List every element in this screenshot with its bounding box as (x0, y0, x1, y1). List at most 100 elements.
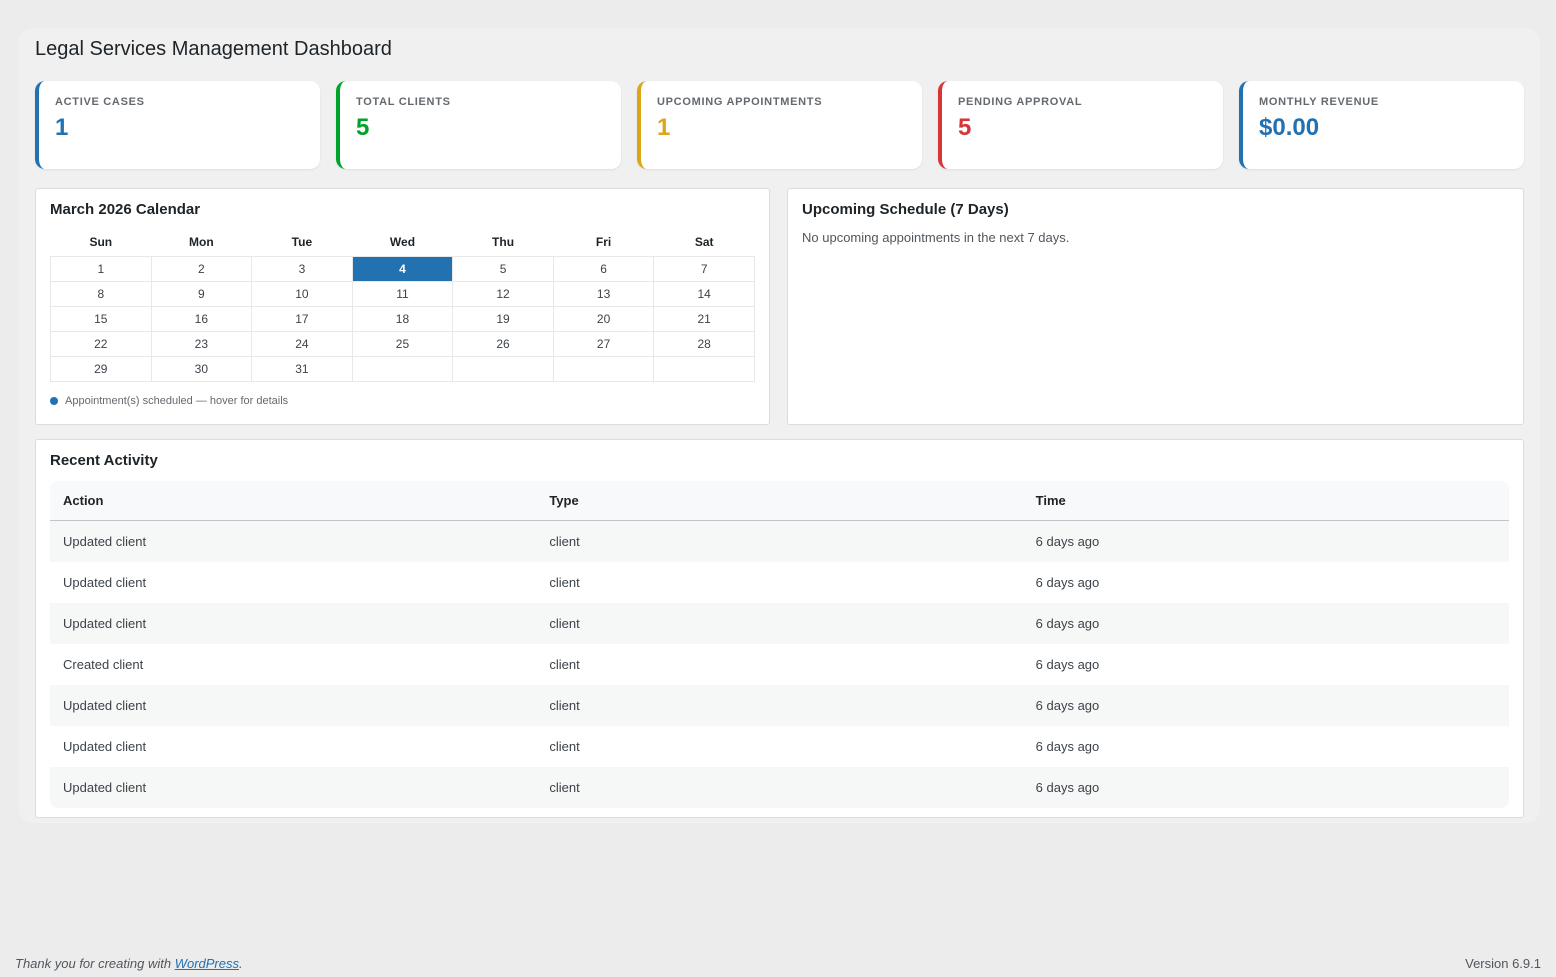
calendar-day-cell: 15 (50, 306, 152, 332)
stat-card-pending-approval: PENDING APPROVAL 5 (938, 81, 1223, 169)
activity-time: 6 days ago (1035, 616, 1100, 631)
stat-card-total-clients: TOTAL CLIENTS 5 (336, 81, 621, 169)
calendar-day-cell: 27 (552, 331, 655, 357)
calendar-panel: March 2026 Calendar Sun Mon Tue Wed Thu … (35, 188, 770, 425)
stat-label: PENDING APPROVAL (958, 96, 1083, 108)
calendar-day-cell (552, 356, 655, 382)
activity-action: Updated client (63, 780, 147, 795)
stat-card-upcoming-appointments: UPCOMING APPOINTMENTS 1 (637, 81, 922, 169)
calendar-day-cell: 7 (653, 256, 755, 282)
activity-title: Recent Activity (50, 452, 158, 469)
activity-type: client (549, 534, 580, 549)
calendar-week-row: 15 16 17 18 19 20 21 (50, 306, 755, 332)
calendar-title: March 2026 Calendar (50, 201, 201, 218)
dashboard-wrapper: Legal Services Management Dashboard ACTI… (19, 28, 1540, 823)
stat-label: ACTIVE CASES (55, 96, 145, 108)
activity-type: client (549, 698, 580, 713)
activity-time: 6 days ago (1035, 657, 1100, 672)
calendar-day-cell: 9 (150, 281, 253, 307)
schedule-empty-message: No upcoming appointments in the next 7 d… (802, 230, 1070, 245)
upcoming-schedule-panel: Upcoming Schedule (7 Days) No upcoming a… (787, 188, 1524, 425)
calendar-day-cell: 26 (452, 331, 554, 357)
activity-row: Updated client client 6 days ago (50, 520, 1509, 562)
recent-activity-panel: Recent Activity Action Type Time Updated… (35, 439, 1524, 818)
activity-table: Action Type Time Updated client client 6… (50, 481, 1509, 808)
activity-column-time: Time (1022, 481, 1509, 521)
activity-type: client (549, 657, 580, 672)
stats-row: ACTIVE CASES 1 TOTAL CLIENTS 5 UPCOMING … (35, 81, 1524, 169)
page-title: Legal Services Management Dashboard (35, 38, 392, 60)
stat-value: 1 (657, 114, 671, 141)
calendar-legend: Appointment(s) scheduled — hover for det… (50, 395, 755, 407)
stat-label: TOTAL CLIENTS (356, 96, 451, 108)
activity-type: client (549, 575, 580, 590)
activity-time: 6 days ago (1035, 534, 1100, 549)
activity-action: Updated client (63, 739, 147, 754)
calendar-week-row: 8 9 10 11 12 13 14 (50, 281, 755, 307)
stat-value: 5 (958, 114, 972, 141)
activity-row: Updated client client 6 days ago (50, 767, 1509, 808)
calendar-week-row: 29 30 31 (50, 356, 755, 382)
calendar-day-cell: 17 (251, 306, 353, 332)
calendar-day-cell: 1 (50, 256, 152, 282)
calendar-week-row: 22 23 24 25 26 27 28 (50, 331, 755, 357)
stat-value: $0.00 (1259, 114, 1320, 141)
schedule-title: Upcoming Schedule (7 Days) (802, 201, 1009, 218)
calendar-weekday: Mon (189, 235, 214, 249)
stat-value: 5 (356, 114, 370, 141)
activity-action: Updated client (63, 575, 147, 590)
calendar-day-cell: 24 (251, 331, 353, 357)
activity-time: 6 days ago (1035, 698, 1100, 713)
calendar-weekday: Sun (89, 235, 113, 249)
activity-time: 6 days ago (1035, 575, 1100, 590)
calendar-day-cell: 16 (150, 306, 253, 332)
calendar-day-cell: 13 (552, 281, 655, 307)
stat-label: UPCOMING APPOINTMENTS (657, 96, 823, 108)
activity-header-row: Action Type Time (50, 481, 1509, 521)
calendar-day-cell: 21 (653, 306, 755, 332)
calendar-weekday: Thu (492, 235, 515, 249)
activity-action: Created client (63, 657, 144, 672)
calendar-day-cell: 3 (251, 256, 353, 282)
calendar-day-cell: 18 (351, 306, 454, 332)
calendar-day-cell: 20 (552, 306, 655, 332)
appointment-dot-icon (50, 397, 58, 405)
calendar-weekday: Wed (389, 235, 416, 249)
activity-action: Updated client (63, 534, 147, 549)
activity-action: Updated client (63, 698, 147, 713)
calendar-weekday: Fri (595, 235, 612, 249)
activity-type: client (549, 616, 580, 631)
footer-thanks: Thank you for creating with WordPress. (15, 956, 243, 971)
activity-row: Updated client client 6 days ago (50, 685, 1509, 726)
activity-table-container: Action Type Time Updated client client 6… (50, 481, 1509, 808)
calendar-day-cell (351, 356, 454, 382)
activity-time: 6 days ago (1035, 739, 1100, 754)
stat-card-active-cases: ACTIVE CASES 1 (35, 81, 320, 169)
activity-type: client (549, 739, 580, 754)
calendar-weekday: Tue (291, 235, 313, 249)
activity-row: Created client client 6 days ago (50, 644, 1509, 685)
stat-label: MONTHLY REVENUE (1259, 96, 1379, 108)
calendar-day-cell: 25 (351, 331, 454, 357)
calendar-day-cell: 31 (251, 356, 353, 382)
calendar-day-cell[interactable]: 4 (351, 256, 454, 282)
activity-type: client (549, 780, 580, 795)
calendar-day-cell: 6 (552, 256, 655, 282)
calendar-day-cell: 2 (150, 256, 253, 282)
calendar-weekday: Sat (694, 235, 714, 249)
calendar-legend-text: Appointment(s) scheduled — hover for det… (65, 395, 289, 407)
calendar-day-cell: 10 (251, 281, 353, 307)
calendar-day-cell: 12 (452, 281, 554, 307)
activity-action: Updated client (63, 616, 147, 631)
calendar-day-cell (653, 356, 755, 382)
calendar-weekday-row: Sun Mon Tue Wed Thu Fri Sat (51, 230, 755, 257)
activity-row: Updated client client 6 days ago (50, 562, 1509, 603)
calendar-day-cell: 11 (351, 281, 454, 307)
calendar-day-cell: 30 (150, 356, 253, 382)
calendar-day-cell: 5 (452, 256, 554, 282)
footer-thanks-prefix: Thank you for creating with (15, 956, 175, 971)
panels-row: March 2026 Calendar Sun Mon Tue Wed Thu … (35, 188, 1524, 425)
activity-row: Updated client client 6 days ago (50, 726, 1509, 767)
calendar-week-row: 1 2 3 4 5 6 7 (50, 256, 755, 282)
wordpress-link[interactable]: WordPress (174, 956, 239, 971)
